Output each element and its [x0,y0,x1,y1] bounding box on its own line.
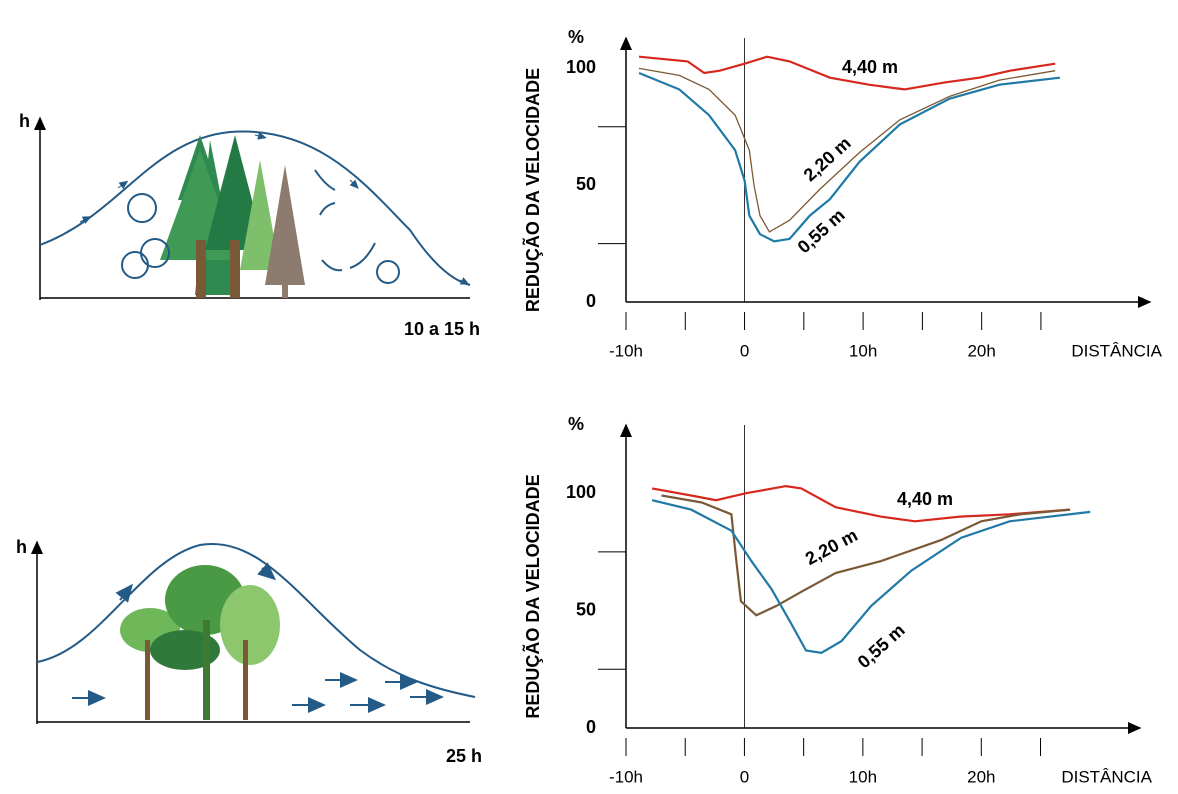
series-label: 0,55 m [854,620,909,672]
y-tick-label: 100 [566,482,596,502]
series-line [638,71,1061,243]
y-unit: % [568,27,584,47]
series-line [651,499,1091,654]
y-tick-label: 100 [566,57,596,77]
y-axis-title: REDUÇÃO DA VELOCIDADE [522,68,543,312]
diagram-tall-forest: h 10 a 15 h [19,111,480,339]
diagram-open-forest: h 25 h [16,537,482,766]
width-label: 25 h [446,746,482,766]
series-line [638,67,1056,233]
series-line [661,494,1071,617]
x-axis-title: DISTÂNCIA [1061,767,1152,786]
axis-label: h [19,111,30,131]
x-tick-label: -10h [609,341,643,360]
x-tick-label: 20h [967,341,995,360]
series-line [638,55,1056,91]
series-label: 2,20 m [802,525,861,569]
y-tick-label: 0 [586,717,596,737]
x-axis-title: DISTÂNCIA [1071,341,1162,360]
axis-label: h [16,537,27,557]
x-tick-label: 0 [740,767,749,786]
y-unit: % [568,414,584,434]
x-tick-label: 0 [740,341,749,360]
y-tick-label: 0 [586,291,596,311]
x-tick-label: 10h [849,341,877,360]
x-tick-label: 10h [849,767,877,786]
series-line [651,484,1071,523]
width-label: 10 a 15 h [404,319,480,339]
series-label: 4,40 m [897,489,953,509]
y-tick-label: 50 [576,174,596,194]
y-axis-title: REDUÇÃO DA VELOCIDADE [522,474,543,718]
series-label: 0,55 m [794,205,849,257]
series-label: 4,40 m [842,57,898,77]
x-tick-label: -10h [609,767,643,786]
x-tick-label: 20h [967,767,995,786]
y-tick-label: 50 [576,599,596,619]
